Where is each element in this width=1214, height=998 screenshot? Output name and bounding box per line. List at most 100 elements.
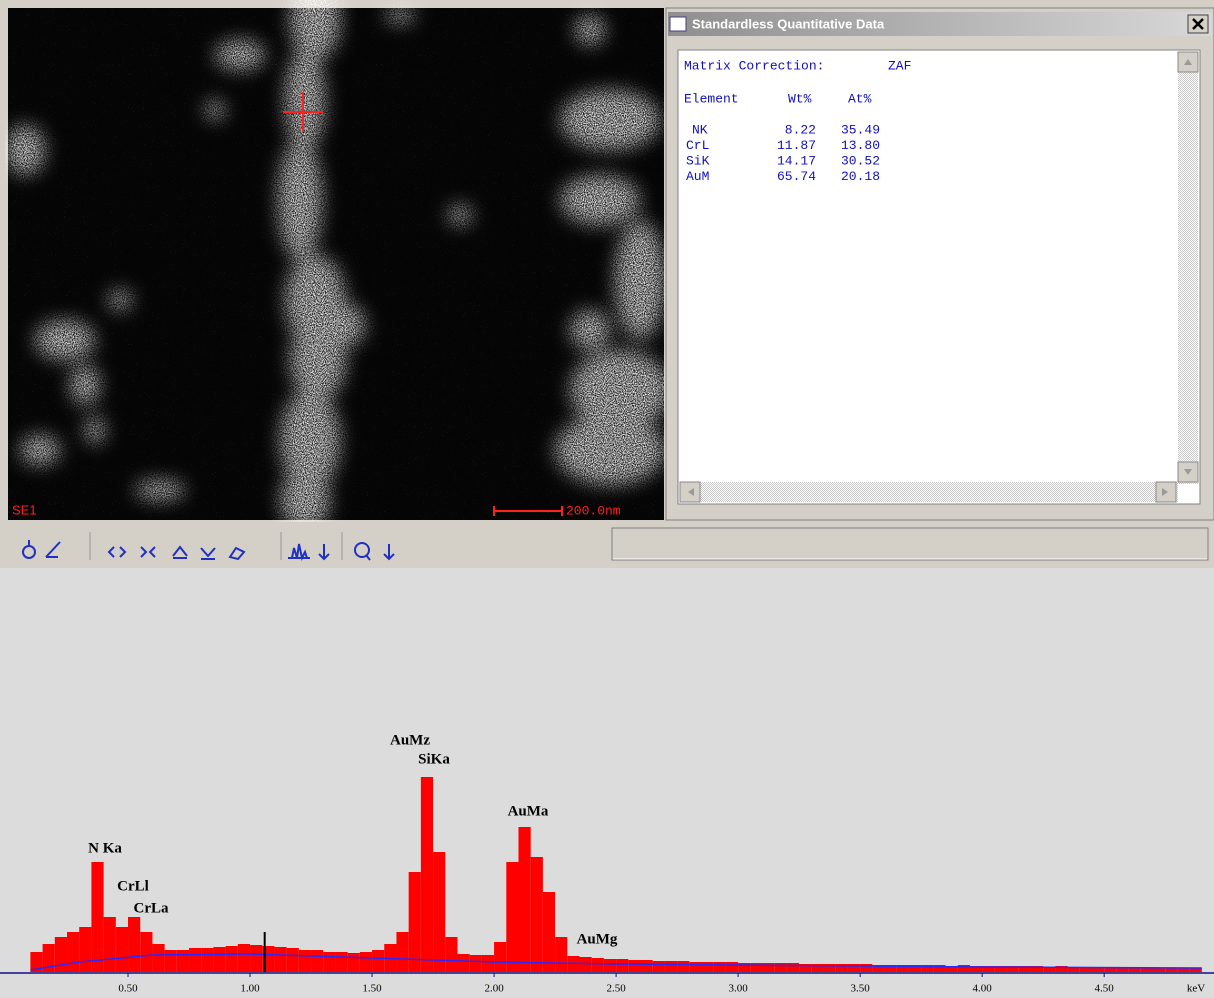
bar bbox=[518, 827, 530, 972]
bar bbox=[79, 927, 91, 972]
bar bbox=[592, 958, 604, 972]
bar bbox=[177, 950, 189, 972]
at-cell: 13.80 bbox=[841, 138, 880, 153]
bar bbox=[348, 953, 360, 972]
at-cell: 20.18 bbox=[841, 169, 880, 184]
wt-cell: 14.17 bbox=[777, 154, 816, 169]
bar bbox=[775, 963, 787, 972]
bar bbox=[226, 946, 238, 972]
bar bbox=[201, 948, 213, 972]
bar bbox=[482, 955, 494, 972]
bar bbox=[274, 947, 286, 972]
bar bbox=[152, 944, 164, 972]
bar bbox=[335, 952, 347, 972]
table-header: Wt% bbox=[788, 91, 812, 106]
quant-window: Standardless Quantitative Data Matrix Co… bbox=[666, 8, 1214, 520]
detector-label: SE1 bbox=[12, 502, 37, 517]
bar bbox=[299, 950, 311, 972]
wt-cell: 8.22 bbox=[785, 122, 816, 137]
bar bbox=[653, 961, 665, 972]
peak-label: CrLl bbox=[117, 878, 149, 894]
at-cell: 35.49 bbox=[841, 122, 880, 137]
bar bbox=[677, 961, 689, 972]
window-title: Standardless Quantitative Data bbox=[692, 16, 885, 31]
bar bbox=[750, 963, 762, 972]
bar bbox=[726, 962, 738, 972]
element-cell: AuM bbox=[686, 169, 709, 184]
bar bbox=[506, 862, 518, 972]
bar bbox=[628, 960, 640, 972]
wt-cell: 65.74 bbox=[777, 169, 816, 184]
bar bbox=[116, 927, 128, 972]
x-tick-label: 3.50 bbox=[851, 983, 871, 995]
bar bbox=[360, 952, 372, 972]
at-cell: 30.52 bbox=[841, 154, 880, 169]
sem-image: SE1 200.0nm bbox=[5, 0, 670, 530]
matrix-label: Matrix Correction: bbox=[684, 58, 824, 73]
bar bbox=[457, 954, 469, 972]
bar bbox=[128, 917, 140, 972]
peak-label: CrLa bbox=[134, 900, 169, 916]
screen: SE1 200.0nm Standardless Quantitative Da… bbox=[0, 0, 1214, 998]
toolbar bbox=[0, 522, 1214, 568]
bar bbox=[1153, 968, 1165, 972]
peak-label: AuMg bbox=[577, 931, 618, 947]
x-tick-label: 4.50 bbox=[1095, 983, 1115, 995]
bar bbox=[104, 917, 116, 972]
bar bbox=[55, 937, 67, 972]
bar bbox=[91, 862, 103, 972]
x-unit: keV bbox=[1187, 983, 1205, 995]
bar bbox=[702, 962, 714, 972]
bar bbox=[714, 962, 726, 972]
scale-bar-label: 200.0nm bbox=[566, 503, 621, 518]
bar bbox=[958, 965, 970, 972]
table-header: At% bbox=[848, 91, 872, 106]
bar bbox=[860, 964, 872, 972]
page: {"image": {"detector": "SE1", "scale_bar… bbox=[0, 0, 1214, 998]
bar bbox=[445, 937, 457, 972]
bar bbox=[67, 932, 79, 972]
table-header: Element bbox=[684, 91, 739, 106]
bar bbox=[555, 937, 567, 972]
x-tick-label: 4.00 bbox=[973, 983, 993, 995]
bar bbox=[165, 950, 177, 972]
x-tick-label: 3.00 bbox=[728, 983, 748, 995]
element-cell: NK bbox=[692, 122, 708, 137]
element-cell: SiK bbox=[686, 154, 710, 169]
peak-label: N Ka bbox=[88, 840, 122, 856]
bar bbox=[213, 947, 225, 972]
x-tick-label: 2.00 bbox=[484, 983, 504, 995]
h-scrollbar[interactable] bbox=[680, 482, 1178, 502]
close-button[interactable] bbox=[1188, 15, 1208, 33]
bar bbox=[250, 945, 262, 972]
x-tick-label: 1.00 bbox=[240, 983, 260, 995]
bar bbox=[140, 932, 152, 972]
bar bbox=[311, 950, 323, 972]
bar bbox=[494, 942, 506, 972]
peak-label: AuMa bbox=[508, 803, 549, 819]
bar bbox=[616, 959, 628, 972]
bar bbox=[1141, 968, 1153, 972]
bar bbox=[787, 963, 799, 972]
wt-cell: 11.87 bbox=[777, 138, 816, 153]
bar bbox=[665, 961, 677, 972]
bar bbox=[604, 959, 616, 972]
bar bbox=[372, 950, 384, 972]
peak-label: SiKa bbox=[418, 751, 450, 767]
bar bbox=[763, 963, 775, 972]
bar bbox=[396, 932, 408, 972]
bar bbox=[287, 948, 299, 972]
bar bbox=[543, 892, 555, 972]
element-cell: CrL bbox=[686, 138, 709, 153]
peak-label: AuMz bbox=[390, 732, 430, 748]
bar bbox=[433, 852, 445, 972]
x-tick-label: 1.50 bbox=[362, 983, 382, 995]
bar bbox=[238, 944, 250, 972]
bar bbox=[189, 948, 201, 972]
x-tick-label: 2.50 bbox=[606, 983, 626, 995]
bar bbox=[323, 952, 335, 972]
v-scrollbar[interactable] bbox=[1178, 52, 1198, 484]
bar bbox=[689, 962, 701, 972]
bar bbox=[531, 857, 543, 972]
matrix-value: ZAF bbox=[888, 58, 911, 73]
